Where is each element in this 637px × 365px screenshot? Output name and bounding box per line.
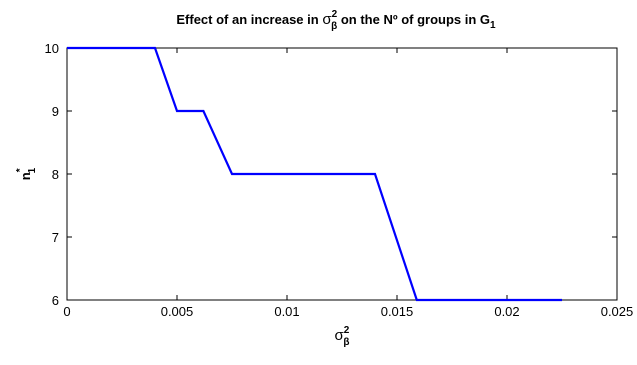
y-axis-label: n*1 [15,167,38,180]
y-axis-ticks: 6 7 8 9 10 [45,41,617,308]
chart-title-prefix: Effect of an increase in [176,12,322,27]
x-axis-label-sub: β [343,337,349,348]
chart-title: Effect of an increase in σ2 β on the Nº o… [176,9,496,32]
x-axis-label-sup: 2 [344,325,350,336]
x-axis-label-sigma: σ [335,327,345,344]
chart-title-sigma: σ [322,11,332,28]
x-tick-label: 0.02 [494,304,519,319]
y-axis-label-sub: 1 [27,167,38,173]
series-group [67,46,562,302]
y-tick-label: 8 [52,167,59,182]
series-line [67,46,562,302]
x-tick-label: 0.015 [381,304,414,319]
y-tick-label: 9 [52,104,59,119]
chart-title-sub: β [331,21,337,32]
y-tick-label: 7 [52,230,59,245]
x-tick-label: 0 [63,304,70,319]
y-axis-label-sup: * [15,168,26,172]
y-axis-label-base: n [18,172,33,180]
x-tick-label: 0.005 [161,304,194,319]
x-tick-label: 0.025 [601,304,634,319]
x-axis-ticks: 0 0.005 0.01 0.015 0.02 0.025 [63,48,633,319]
chart-title-suffix: on the Nº of groups in G [337,12,490,27]
chart-title-g-sub: 1 [490,20,496,31]
chart-title-sup: 2 [332,9,338,20]
x-axis-label: σ2 β [335,325,350,348]
y-tick-label: 6 [52,293,59,308]
y-tick-label: 10 [45,41,59,56]
x-tick-label: 0.01 [274,304,299,319]
